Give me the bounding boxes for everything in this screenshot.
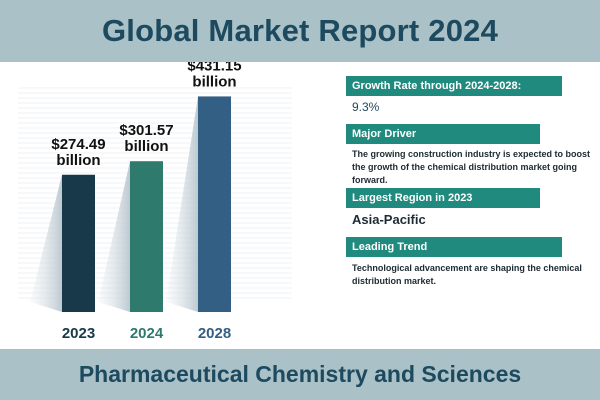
bar-2024 <box>130 161 163 312</box>
largest-region-value: Asia-Pacific <box>352 212 426 227</box>
bars-group <box>62 96 231 312</box>
value-unit-label: billion <box>56 152 100 169</box>
market-size-bar-chart: $274.49billion$301.57billion$431.15billi… <box>18 62 292 342</box>
bar-shadows <box>30 96 198 312</box>
footer-banner: Pharmaceutical Chemistry and Sciences <box>0 349 600 400</box>
value-labels-group: $274.49billion$301.57billion$431.15billi… <box>51 62 241 169</box>
category-label: 2023 <box>62 325 95 342</box>
info-panel: Growth Rate through 2024-2028: 9.3% Majo… <box>346 62 600 349</box>
bar-2028 <box>198 96 231 312</box>
category-label: 2024 <box>130 325 164 342</box>
major-driver-title: Major Driver <box>346 124 540 144</box>
leading-trend-text: Technological advancement are shaping th… <box>352 263 582 286</box>
value-label: $274.49 <box>51 136 105 153</box>
bar-shadow <box>166 96 198 312</box>
growth-rate-value: 9.3% <box>352 100 380 114</box>
leading-trend-title: Leading Trend <box>346 237 562 257</box>
report-title: Global Market Report 2024 <box>101 13 499 48</box>
growth-rate-title: Growth Rate through 2024-2028: <box>346 76 562 96</box>
value-label: $431.15 <box>187 62 241 74</box>
value-unit-label: billion <box>124 138 168 155</box>
major-driver-text: The growing construction industry is exp… <box>352 149 591 185</box>
header-banner: Global Market Report 2024 <box>0 0 600 62</box>
bar-2023 <box>62 174 95 312</box>
category-label: 2028 <box>198 325 231 342</box>
value-label: $301.57 <box>119 122 173 139</box>
bar-shadow <box>98 161 130 312</box>
bar-shadow <box>30 174 62 312</box>
footer-text: Pharmaceutical Chemistry and Sciences <box>78 361 522 387</box>
value-unit-label: billion <box>192 73 236 90</box>
category-labels-group: 2023 2024 2028 <box>62 325 231 342</box>
largest-region-title: Largest Region in 2023 <box>346 188 540 208</box>
